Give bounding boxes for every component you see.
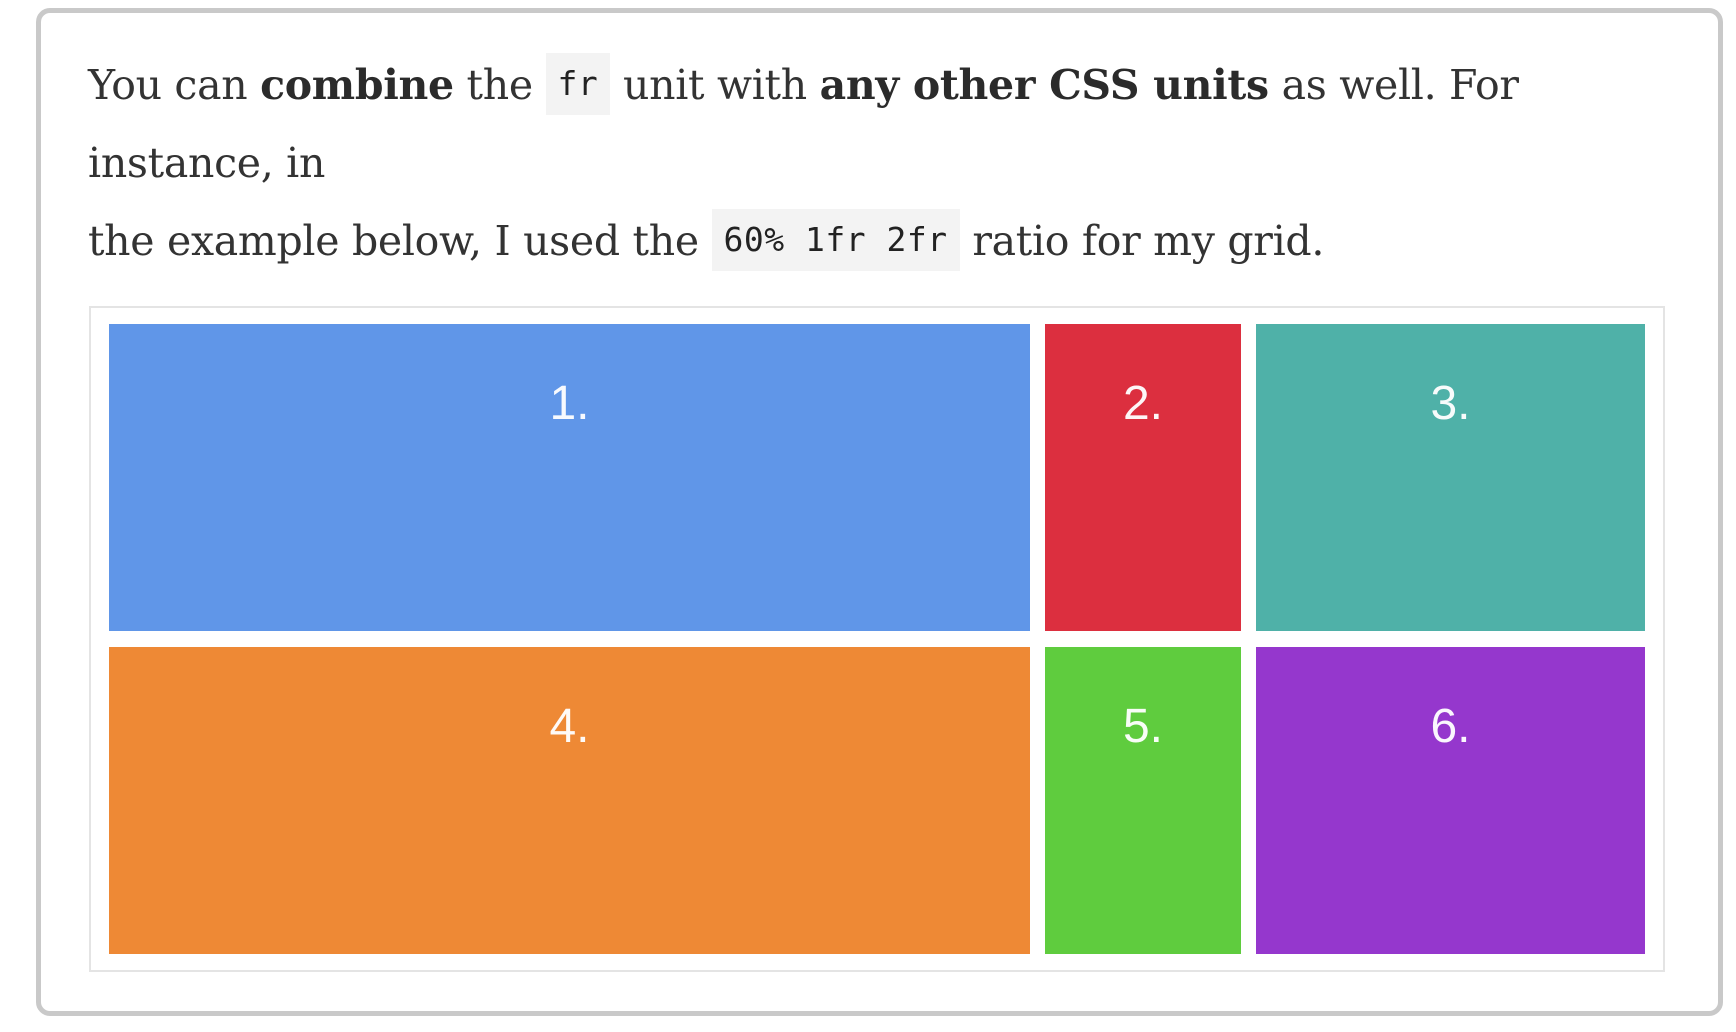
- text-segment: the: [453, 61, 546, 109]
- text-segment: unit with: [610, 61, 820, 109]
- grid-cell-label: 6.: [1430, 700, 1471, 753]
- grid-cell-1: 1.: [109, 324, 1030, 631]
- grid-cell-label: 5.: [1122, 700, 1164, 753]
- text-segment: ratio for my grid.: [959, 217, 1325, 265]
- grid-cell-4: 4.: [109, 647, 1030, 954]
- grid-cell-label: 1.: [549, 377, 590, 430]
- grid-cell-label: 3.: [1430, 377, 1471, 430]
- description-paragraph: You can combine the fr unit with any oth…: [88, 46, 1688, 280]
- grid-cell-2: 2.: [1045, 324, 1241, 631]
- grid-cell-5: 5.: [1045, 647, 1241, 954]
- text-segment: You can: [88, 61, 261, 109]
- bold-combine: combine: [260, 61, 454, 109]
- bold-any-other-css-units: any other CSS units: [819, 61, 1270, 109]
- inline-code-ratio: 60% 1fr 2fr: [711, 209, 960, 271]
- grid-cell-label: 2.: [1122, 377, 1164, 430]
- inline-code-fr: fr: [545, 53, 611, 115]
- grid-cell-3: 3.: [1256, 324, 1645, 631]
- grid-cell-6: 6.: [1256, 647, 1645, 954]
- text-segment: the example below, I used the: [88, 217, 712, 265]
- text-segment: as well. For instance, in: [88, 61, 1519, 187]
- grid-cell-label: 4.: [549, 700, 590, 753]
